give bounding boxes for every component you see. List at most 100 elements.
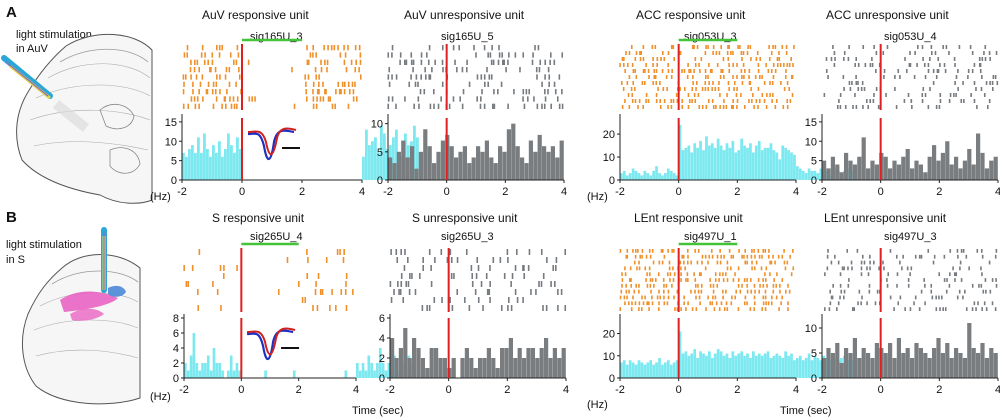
histogram-bar <box>371 141 374 180</box>
histogram-bar <box>212 348 216 378</box>
histogram-bar <box>489 157 494 180</box>
histogram-bar <box>743 355 746 378</box>
histogram-bar <box>557 358 562 378</box>
histogram-bar <box>936 160 941 180</box>
histogram-bar <box>666 168 670 180</box>
x-tick-label: -2 <box>383 186 393 198</box>
histogram-bar <box>835 343 840 378</box>
histogram-bar <box>813 355 817 378</box>
histogram-bar <box>230 145 233 180</box>
histogram-bar <box>857 156 862 180</box>
histogram-bar <box>508 338 513 378</box>
histogram-bar <box>905 348 910 378</box>
histogram-bar <box>760 355 764 378</box>
x-tick-label: 0 <box>444 186 450 198</box>
histogram-bar <box>772 150 776 180</box>
histogram-bar <box>655 362 658 378</box>
panel-title-lent-unresponsive: LEnt unresponsive unit <box>824 211 947 225</box>
histogram-bar <box>914 343 919 378</box>
histogram-bar <box>962 160 967 180</box>
histogram-bar <box>384 370 388 378</box>
histogram-bar <box>896 338 901 378</box>
y-tick-label: 0 <box>811 175 817 187</box>
histogram-bar <box>476 146 481 180</box>
histogram <box>620 331 855 378</box>
histogram-bar <box>661 364 664 378</box>
histogram-bar <box>705 136 708 180</box>
histogram-bar <box>883 353 888 378</box>
histogram-bar <box>954 348 959 378</box>
histogram-bar <box>511 123 516 180</box>
histogram-bar <box>631 168 635 180</box>
histogram-bar <box>740 351 743 378</box>
y-tick-label: 20 <box>603 129 615 141</box>
histogram-bar <box>737 150 741 180</box>
histogram-bar <box>640 175 644 180</box>
histogram-bar <box>932 145 937 180</box>
histogram-bar <box>826 348 831 378</box>
histogram-bar <box>778 159 782 180</box>
histogram-bar <box>462 146 467 180</box>
histogram-bar <box>883 156 888 180</box>
histogram-bar <box>625 364 629 378</box>
histogram-bar <box>640 362 644 378</box>
histogram-bar <box>874 343 879 378</box>
histogram-bar <box>861 348 866 378</box>
histogram <box>390 328 566 378</box>
histogram-bar <box>822 358 827 378</box>
histogram-bar <box>201 363 204 378</box>
histogram-bar <box>684 351 688 378</box>
waveform-red <box>247 327 296 356</box>
histogram-bar <box>221 156 224 180</box>
histogram-bar <box>215 363 219 378</box>
histogram-bar <box>652 364 655 378</box>
waveform-inset <box>247 327 300 361</box>
histogram-bar <box>188 149 191 180</box>
histogram-bar <box>206 149 209 180</box>
histogram-bar <box>227 133 230 180</box>
histogram-bar <box>528 140 533 180</box>
histogram-bar <box>740 138 743 180</box>
histogram-bar <box>215 152 218 180</box>
x-tick-label: 4 <box>353 384 359 396</box>
histogram-bar <box>634 364 638 378</box>
panel-title-s-responsive: S responsive unit <box>212 211 305 225</box>
y-tick-label: 4 <box>379 333 385 345</box>
histogram-bar <box>684 147 688 180</box>
histogram-bar <box>229 355 233 378</box>
histogram-bar <box>710 358 714 378</box>
histogram-bar <box>945 141 950 180</box>
histogram-bar <box>793 154 796 180</box>
histogram-bar <box>804 358 808 378</box>
histogram-bar <box>416 348 421 378</box>
histogram-bar <box>778 355 782 378</box>
histogram-bar <box>451 358 456 378</box>
histogram-bar <box>976 133 981 180</box>
histogram-bar <box>390 338 395 378</box>
histogram-bar <box>746 353 749 378</box>
x-tick-label: 0 <box>878 186 884 198</box>
histogram-bar <box>432 163 437 180</box>
histogram-bar <box>810 360 814 378</box>
histogram-bar <box>542 146 547 180</box>
histogram-bar <box>224 149 227 180</box>
histogram-bar <box>793 360 796 378</box>
histogram-bar <box>535 358 540 378</box>
histogram-bar <box>852 338 857 378</box>
histogram-bar <box>705 355 708 378</box>
histogram-bar <box>664 173 667 180</box>
histogram-bar <box>504 348 509 378</box>
histogram-bar <box>374 137 377 180</box>
histogram-bar <box>708 351 711 378</box>
histogram-bar <box>918 348 923 378</box>
histogram-bar <box>631 362 635 378</box>
histogram-bar <box>356 363 359 378</box>
histogram-bar <box>502 151 507 180</box>
y-tick-label: 15 <box>165 117 177 129</box>
histogram-bar <box>669 364 673 378</box>
histogram-bar <box>725 353 729 378</box>
histogram-bar <box>423 129 428 180</box>
histogram-bar <box>620 173 623 180</box>
histogram-bar <box>191 145 194 180</box>
